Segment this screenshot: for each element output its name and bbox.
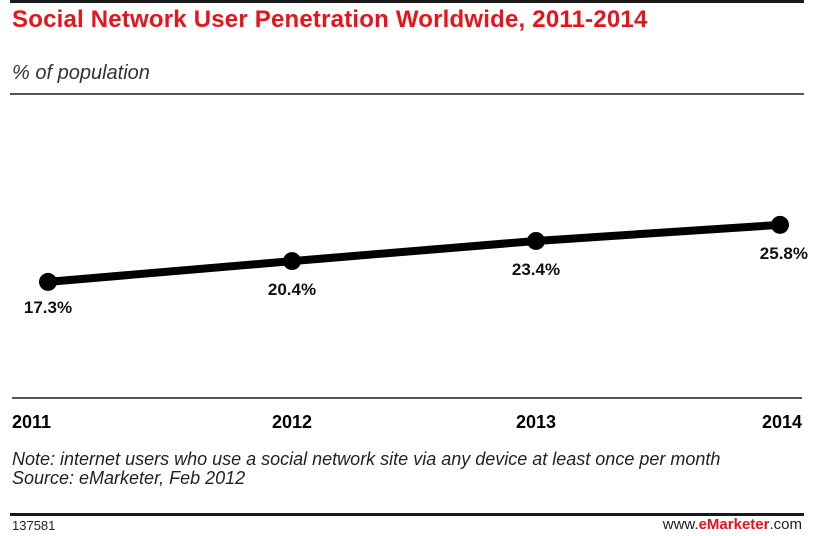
data-label-2013: 23.4% <box>512 260 560 279</box>
chart-note: Note: internet users who use a social ne… <box>12 450 802 488</box>
bottom-rule <box>10 513 804 516</box>
chart-id: 137581 <box>12 518 56 533</box>
x-tick-label-2011: 2011 <box>12 412 51 432</box>
data-label-2011: 17.3% <box>24 298 72 317</box>
data-point-2011 <box>39 272 57 291</box>
x-tick-label-2012: 2012 <box>272 412 312 432</box>
brand-suffix: .com <box>769 516 802 533</box>
brand-logo: www.eMarketer.com <box>663 516 802 533</box>
data-point-2012 <box>283 252 301 271</box>
note-text: Note: internet users who use a social ne… <box>12 449 721 469</box>
data-point-2014 <box>771 215 789 234</box>
data-label-2012: 20.4% <box>268 280 316 299</box>
x-tick-label-2013: 2013 <box>516 412 556 432</box>
data-point-2013 <box>527 231 545 250</box>
top-rule <box>10 0 804 3</box>
chart-subtitle: % of population <box>12 62 150 84</box>
data-label-2014: 25.8% <box>760 244 808 263</box>
brand-name: eMarketer <box>698 516 770 533</box>
header-divider <box>10 93 804 95</box>
series-line <box>44 220 784 286</box>
x-tick-label-2014: 2014 <box>762 412 802 432</box>
brand-prefix: www. <box>662 516 699 533</box>
chart-title: Social Network User Penetration Worldwid… <box>12 6 648 33</box>
source-text: Source: eMarketer, Feb 2012 <box>12 468 246 488</box>
